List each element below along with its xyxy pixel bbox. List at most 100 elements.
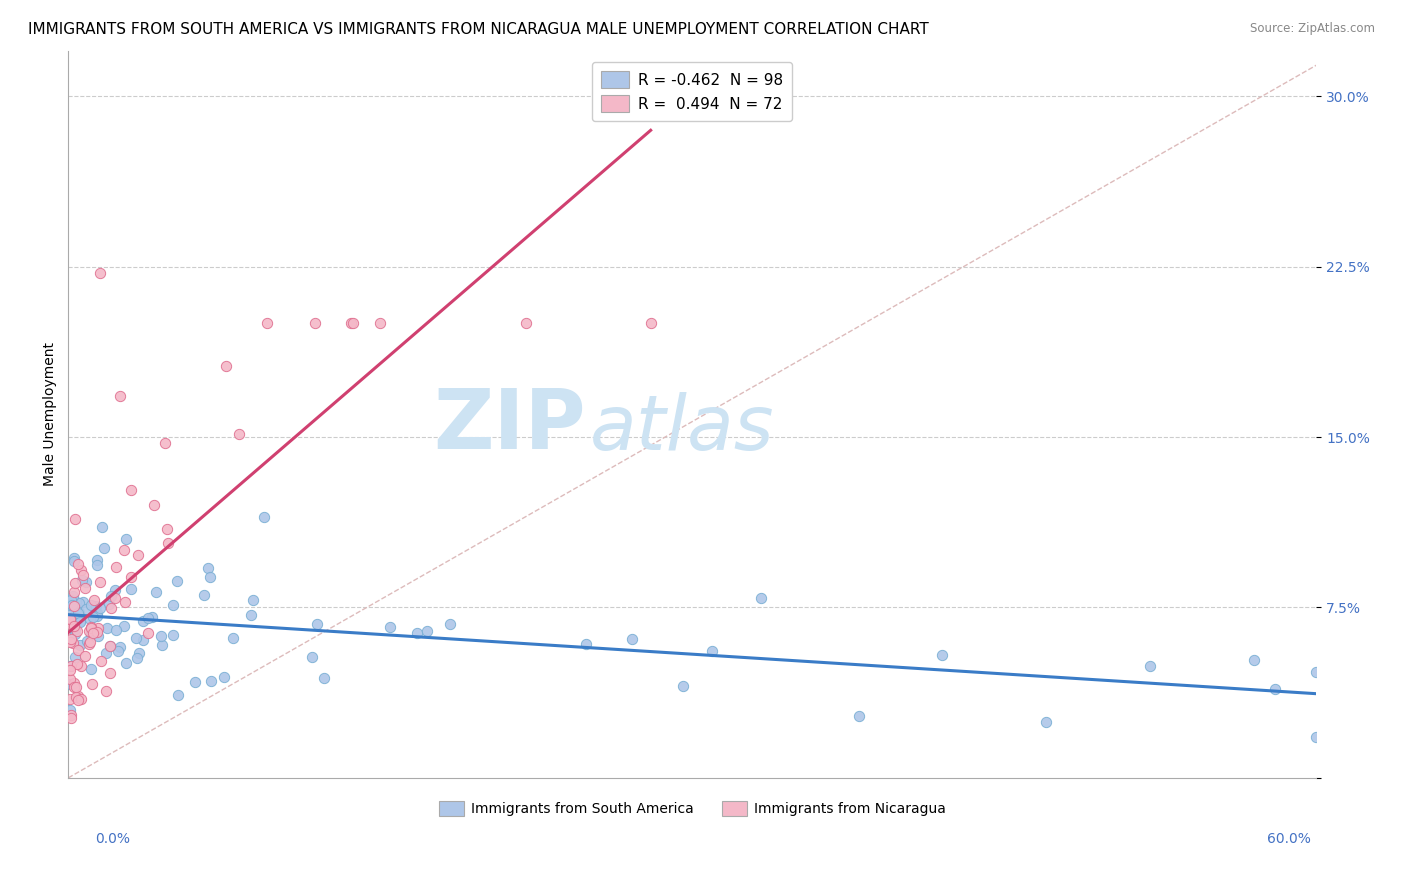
Point (66, 606, 89, 620)
Point (104, 583, 127, 598)
Point (640, 317, 662, 331)
Point (62, 680, 84, 694)
Point (62, 589, 84, 603)
Point (65, 690, 87, 704)
Point (79, 611, 101, 625)
Point (63, 554, 86, 568)
Point (115, 532, 138, 546)
Point (63, 676, 86, 690)
Point (80, 598, 103, 612)
Point (107, 644, 129, 658)
Point (84, 599, 107, 613)
Point (91, 520, 114, 534)
Point (132, 614, 155, 628)
Point (105, 623, 128, 637)
Point (94, 683, 117, 698)
Point (60, 707, 83, 722)
Text: Source: ZipAtlas.com: Source: ZipAtlas.com (1250, 22, 1375, 36)
Point (156, 522, 179, 536)
Point (69, 614, 91, 628)
Point (848, 709, 870, 723)
Point (162, 598, 184, 612)
Point (515, 317, 537, 331)
Point (59, 659, 82, 673)
Point (127, 651, 149, 665)
Point (200, 674, 222, 689)
Point (242, 592, 264, 607)
Point (59, 617, 82, 632)
Point (120, 582, 142, 596)
Point (59, 659, 82, 673)
Point (66, 657, 89, 672)
Point (63, 626, 86, 640)
Point (94, 646, 117, 660)
Point (77, 637, 100, 651)
Point (120, 570, 142, 584)
Point (72, 568, 94, 582)
Point (575, 637, 598, 651)
Point (166, 574, 188, 588)
Point (80, 677, 103, 691)
Point (87, 629, 110, 643)
Point (72, 573, 94, 587)
Point (60, 632, 83, 646)
Point (620, 632, 643, 646)
Point (1305, 730, 1327, 744)
Point (59, 612, 82, 626)
Point (252, 509, 274, 524)
Point (75, 602, 97, 616)
Point (100, 600, 122, 615)
Point (212, 670, 235, 684)
Point (145, 585, 167, 599)
Point (59, 604, 82, 618)
Point (112, 619, 135, 633)
Point (301, 650, 323, 665)
Point (59, 711, 82, 725)
Point (120, 483, 142, 498)
Point (77, 624, 100, 638)
Point (60, 598, 83, 612)
Text: ZIP: ZIP (433, 384, 586, 466)
Y-axis label: Male Unemployment: Male Unemployment (44, 343, 58, 486)
Point (80, 662, 103, 676)
Point (86, 625, 108, 640)
Point (112, 542, 135, 557)
Point (90, 654, 112, 668)
Point (1035, 715, 1057, 730)
Point (80, 627, 103, 641)
Point (70, 659, 93, 673)
Point (89, 601, 111, 615)
Point (150, 630, 173, 644)
Point (67, 605, 90, 619)
Point (368, 317, 391, 331)
Point (1139, 659, 1161, 673)
Point (86, 558, 108, 573)
Point (65, 595, 87, 609)
Point (86, 609, 108, 624)
Point (672, 679, 695, 693)
Point (125, 631, 148, 645)
Point (132, 633, 155, 648)
Point (59, 672, 82, 686)
Point (228, 427, 250, 442)
Point (69, 615, 91, 629)
Point (62, 609, 84, 624)
Point (141, 610, 163, 624)
Point (100, 589, 122, 603)
Point (307, 616, 329, 631)
Point (63, 616, 86, 631)
Point (156, 536, 179, 550)
Point (405, 626, 427, 640)
Point (314, 671, 336, 685)
Point (931, 648, 953, 663)
Point (150, 638, 173, 652)
Point (98, 597, 121, 611)
Point (304, 317, 326, 331)
Point (108, 389, 131, 403)
Point (80, 619, 103, 633)
Point (59, 612, 82, 626)
Text: 0.0%: 0.0% (96, 832, 131, 846)
Point (70, 692, 93, 706)
Point (63, 512, 86, 526)
Point (416, 624, 439, 639)
